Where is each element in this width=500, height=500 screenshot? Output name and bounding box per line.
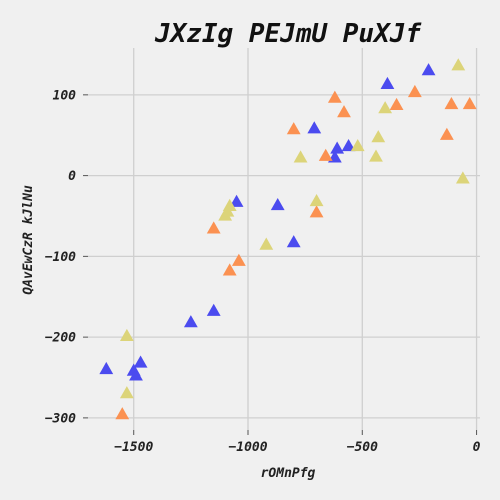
y-tick-label-1: 0 [68,169,76,184]
series-0-point-14 [421,63,436,76]
series-0-point-3 [133,355,148,368]
series-0-point-0 [99,361,114,375]
x-axis-label: rOMnPfg [261,466,316,481]
series-0-point-9 [307,121,322,134]
series-0-point-8 [286,235,301,248]
series-1-point-13 [462,97,477,110]
series-1-point-5 [309,205,324,218]
series-1-point-7 [327,90,342,103]
series-2-point-10 [371,130,386,143]
series-1-point-2 [222,263,237,276]
y-tick-label-2: −100 [45,250,76,265]
series-1-point-3 [231,253,246,266]
series-2-point-0 [119,328,134,341]
series-0-point-2 [129,368,143,381]
series-1-point-6 [318,148,333,161]
series-1-point-9 [389,97,404,110]
series-2-point-4 [222,198,237,211]
series-0-point-7 [270,197,285,211]
y-tick-label-0: 100 [53,88,77,103]
series-2-point-13 [455,171,470,184]
y-tick-label-4: −300 [45,411,76,426]
x-tick-label-1: −1000 [228,440,267,455]
axis-ticks: −1500 −1000 −500 0 100 0 −100 −200 −300 [45,88,481,455]
x-tick-label-3: 0 [473,440,481,455]
series-0-point-6 [229,194,244,207]
y-axis-label: QAvEwCzR kJlNu [21,185,36,295]
series-1-point-8 [337,105,351,118]
chart-title: JXzIg PEJmU PuXJf [154,19,422,49]
series-2-point-11 [378,101,393,114]
series-0-point-5 [206,303,221,316]
y-tick-label-3: −200 [45,331,76,346]
series-0-point-4 [183,315,198,328]
series-2-point-9 [369,149,383,162]
series-2-point-1 [119,386,134,399]
series-2-point-12 [451,58,466,71]
series-2-point-6 [293,150,308,163]
series-0-point-11 [330,141,345,154]
series-1-point-1 [206,221,221,234]
x-tick-label-0: −1500 [114,440,153,455]
series-2-point-5 [259,237,274,250]
series-1-point-0 [115,407,130,420]
series-1-point-12 [444,97,459,110]
series-0-point-12 [341,139,356,152]
series-0-point-13 [380,76,395,89]
data-points [99,58,477,420]
series-1-point-4 [286,122,301,135]
x-tick-label-2: −500 [347,440,378,455]
series-2-point-7 [309,193,324,207]
series-1-point-10 [407,84,422,98]
series-2-point-8 [350,139,365,152]
series-1-point-11 [439,127,454,140]
grid [88,48,480,430]
